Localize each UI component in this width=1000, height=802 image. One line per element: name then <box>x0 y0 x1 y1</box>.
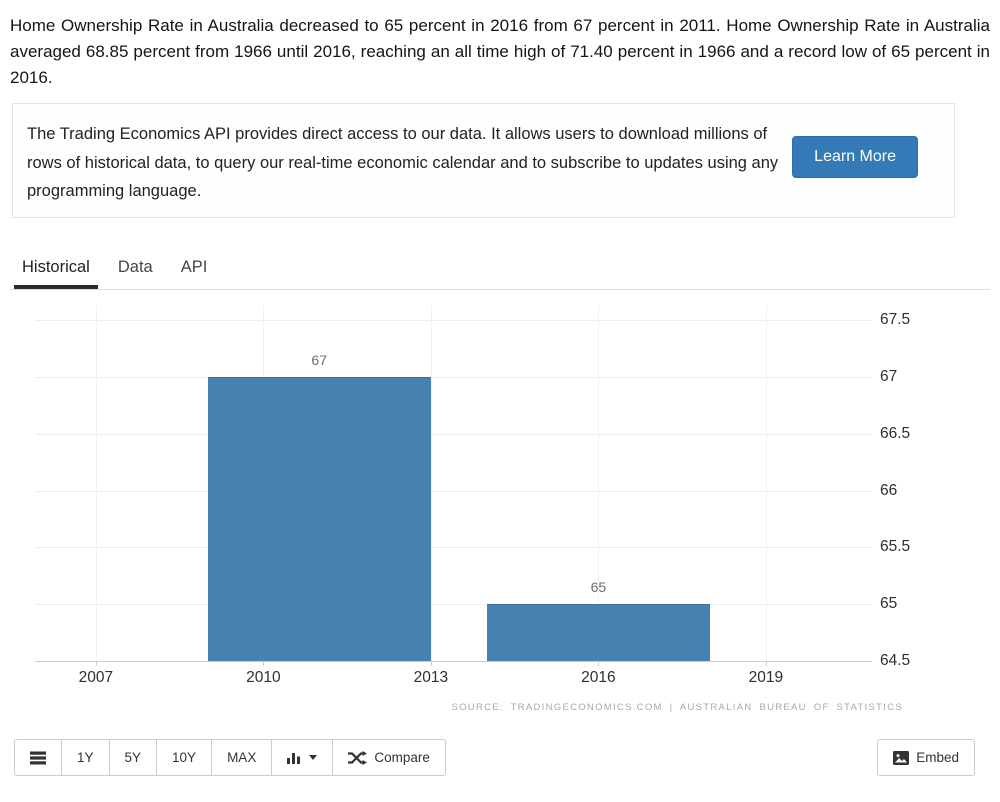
x-tick-label: 2010 <box>246 669 281 686</box>
x-tick-label: 2013 <box>413 669 449 686</box>
x-tick-label: 2016 <box>581 669 616 686</box>
y-tick-label: 66 <box>880 481 898 499</box>
range-5y-button[interactable]: 5Y <box>108 739 158 776</box>
embed-button[interactable]: Embed <box>877 739 975 776</box>
y-tick-label: 67.5 <box>880 311 911 328</box>
gridline-vertical <box>430 305 432 661</box>
tab-data[interactable]: Data <box>117 258 153 276</box>
range-10y-button[interactable]: 10Y <box>156 739 213 776</box>
chart-toolbar: 1Y 5Y 10Y MAX <box>0 739 1000 776</box>
chevron-down-icon <box>309 755 318 760</box>
api-promo-text: The Trading Economics API provides direc… <box>27 125 779 200</box>
gridline-vertical <box>598 305 600 661</box>
y-tick-label: 65 <box>880 595 898 613</box>
x-tick-label: 2019 <box>748 669 784 686</box>
gridline-horizontal <box>35 490 872 492</box>
chart-settings-button[interactable] <box>14 739 62 776</box>
column-chart-icon <box>287 751 301 764</box>
list-icon <box>30 751 46 765</box>
chart: 67.5 67 66.5 66 65.5 65 64.5 2007 2010 2013 2016 20… <box>0 290 1000 739</box>
y-tick-label: 64.5 <box>880 652 911 669</box>
tab-bar: Historical Data API <box>10 249 990 290</box>
compare-button-label: Compare <box>374 750 430 765</box>
gridline-horizontal <box>35 661 872 662</box>
gridline-vertical <box>95 305 97 661</box>
chart-type-dropdown[interactable] <box>271 739 334 776</box>
bar[interactable] <box>486 604 711 661</box>
gridline-vertical <box>765 305 767 661</box>
x-tick-label: 2007 <box>78 669 114 686</box>
api-promo-box: The Trading Economics API provides direc… <box>12 103 955 218</box>
embed-button-label: Embed <box>916 750 959 765</box>
compare-button[interactable]: Compare <box>332 739 446 776</box>
bar-value-label: 67 <box>311 351 327 368</box>
range-button-group: 1Y 5Y 10Y MAX <box>14 739 446 776</box>
tab-historical[interactable]: Historical <box>14 249 98 289</box>
y-tick-label: 66.5 <box>880 424 911 442</box>
tab-api[interactable]: API <box>180 258 208 276</box>
bar[interactable] <box>207 376 431 661</box>
image-icon <box>893 750 910 765</box>
x-axis-tick <box>765 661 767 666</box>
gridline-horizontal <box>35 433 872 435</box>
x-axis-tick <box>598 661 600 666</box>
gridline-horizontal <box>35 320 872 321</box>
gridline-horizontal <box>35 376 872 378</box>
range-1y-button[interactable]: 1Y <box>61 739 110 776</box>
range-max-button[interactable]: MAX <box>211 739 273 776</box>
shuffle-icon <box>348 750 368 765</box>
bar-value-label: 65 <box>590 579 607 596</box>
gridline-horizontal <box>35 547 872 549</box>
chart-source-text: SOURCE: TRADINGECONOMICS.COM | AUSTRALIA… <box>451 702 903 713</box>
x-axis-tick <box>95 661 97 666</box>
x-axis-tick <box>430 661 432 666</box>
x-axis-tick <box>263 661 265 666</box>
y-tick-label: 65.5 <box>880 538 911 556</box>
learn-more-button[interactable]: Learn More <box>792 136 918 178</box>
y-tick-label: 67 <box>880 367 898 385</box>
gridline-horizontal <box>35 604 872 606</box>
chart-plot-area[interactable]: 67.5 67 66.5 66 65.5 65 64.5 2007 2010 2013 2016 20… <box>35 305 910 686</box>
summary-text: Home Ownership Rate in Australia decreas… <box>10 16 990 87</box>
